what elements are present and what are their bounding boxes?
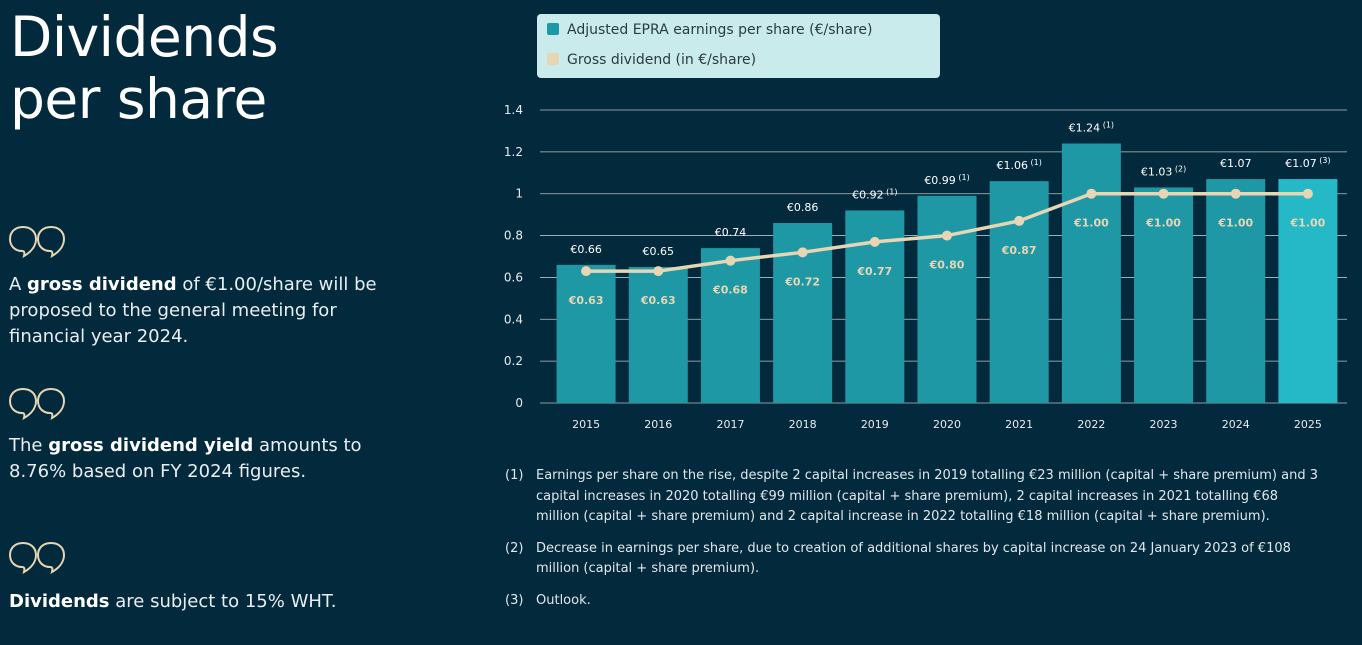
x-tick-label: 2016 — [644, 418, 672, 431]
x-tick-label: 2017 — [716, 418, 744, 431]
bar-value-label: €1.07 (3) — [1285, 156, 1330, 170]
bar — [700, 248, 760, 403]
dividend-yield-statement: The gross dividend yield amounts to 8.76… — [9, 435, 362, 482]
wht-statement: Dividends are subject to 15% WHT. — [9, 591, 337, 612]
footnote: (2) Decrease in earnings per share, due t… — [505, 540, 1291, 577]
dividend-value-label: €0.80 — [929, 259, 965, 272]
bar-value-label: €0.74 — [715, 226, 747, 239]
bar — [1134, 187, 1194, 403]
bar — [917, 195, 977, 403]
legend-item-earnings: Adjusted EPRA earnings per share (€/shar… — [547, 20, 872, 40]
dividend-point — [725, 255, 736, 266]
footnote-ref: (1) — [956, 173, 970, 182]
bar — [556, 264, 616, 403]
dividend-value-label: €1.00 — [1290, 217, 1326, 230]
quote-icon — [9, 388, 65, 420]
footnote-ref: (2) — [1172, 164, 1186, 173]
dividend-point — [942, 230, 952, 241]
chart-legend: Adjusted EPRA earnings per share (€/shar… — [537, 14, 940, 78]
x-tick-label: 2019 — [861, 418, 889, 431]
dividend-value-label: €1.00 — [1073, 217, 1109, 230]
dividend-value-label: €0.77 — [856, 265, 892, 278]
dividend-point — [797, 247, 808, 258]
dividend-value-label: €0.63 — [568, 294, 604, 307]
bar-value-label: €1.03 (2) — [1141, 164, 1186, 178]
y-tick-label: 0.2 — [504, 354, 523, 368]
legend-item-dividend: Gross dividend (in €/share) — [547, 50, 756, 70]
x-tick-label: 2024 — [1222, 418, 1250, 431]
y-tick-label: 1.4 — [504, 103, 523, 117]
legend-label-dividend: Gross dividend (in €/share) — [567, 52, 757, 68]
footnotes: (1) Earnings per share on the rise, despi… — [505, 466, 1325, 622]
dividend-value-label: €1.00 — [1217, 217, 1253, 230]
dividend-point — [869, 236, 880, 247]
dividend-chart: 0 0.2 0.4 0.6 0.8 1 1.2 1.4 €0.66 2015 €0.65 2016 €0… — [504, 103, 1347, 431]
y-tick-label: 1 — [515, 187, 523, 201]
y-tick-label: 0.4 — [504, 312, 523, 326]
bar-value-label: €1.06 (1) — [996, 158, 1041, 172]
dividend-value-label: €0.68 — [712, 284, 748, 297]
dividend-value-label: €1.00 — [1145, 217, 1181, 230]
bar — [628, 266, 688, 403]
legend-label-earnings: Adjusted EPRA earnings per share (€/shar… — [567, 22, 873, 38]
x-tick-label: 2020 — [933, 418, 961, 431]
y-tick-label: 0.6 — [504, 270, 523, 284]
footnote: (3) Outlook. — [505, 592, 591, 608]
x-tick-label: 2023 — [1150, 418, 1178, 431]
dividend-point — [1014, 215, 1025, 226]
quote-icon — [9, 542, 65, 574]
gross-dividend-statement: A gross dividend of €1.00/share will be … — [9, 274, 377, 347]
bar-value-label: €0.92 (1) — [852, 187, 897, 201]
y-tick-label: 0.8 — [504, 229, 523, 243]
x-tick-label: 2021 — [1005, 418, 1033, 431]
dividend-value-label: €0.87 — [1001, 244, 1037, 257]
dividend-point — [1302, 188, 1313, 199]
y-tick-label: 0 — [515, 396, 523, 410]
dividend-point — [1158, 188, 1169, 199]
x-tick-label: 2022 — [1077, 418, 1105, 431]
page-title: Dividends per share — [10, 5, 279, 131]
legend-swatch-earnings — [547, 23, 559, 35]
footnote-ref: (1) — [1100, 120, 1114, 129]
dividend-point — [1086, 188, 1097, 199]
bar-value-label: €0.86 — [787, 201, 819, 214]
x-tick-label: 2018 — [789, 418, 817, 431]
legend-swatch-dividend — [547, 53, 559, 65]
bar-value-label: €0.65 — [643, 245, 675, 258]
dividend-point — [581, 266, 592, 277]
bar — [1278, 179, 1338, 403]
x-tick-label: 2025 — [1294, 418, 1322, 431]
page-title-line-1: Dividends — [10, 5, 279, 69]
dividend-point — [1230, 188, 1241, 199]
dividend-point — [653, 266, 664, 277]
dividend-value-label: €0.72 — [784, 275, 820, 288]
bar-value-label: €0.99 (1) — [924, 173, 969, 187]
quote-icon — [9, 226, 65, 258]
bar — [1061, 143, 1121, 403]
footnote: (1) Earnings per share on the rise, despi… — [505, 468, 1318, 524]
x-tick-label: 2015 — [572, 418, 600, 431]
bar-value-label: €0.66 — [570, 243, 602, 256]
page-title-line-2: per share — [10, 67, 267, 131]
bar — [1206, 179, 1266, 403]
bar-value-label: €1.24 (1) — [1069, 120, 1114, 134]
dividend-value-label: €0.63 — [640, 294, 676, 307]
footnote-ref: (1) — [1028, 158, 1042, 167]
footnote-ref: (1) — [884, 187, 898, 196]
y-tick-label: 1.2 — [504, 145, 523, 159]
bar-value-label: €1.07 — [1220, 157, 1252, 170]
footnote-ref: (3) — [1317, 156, 1331, 165]
